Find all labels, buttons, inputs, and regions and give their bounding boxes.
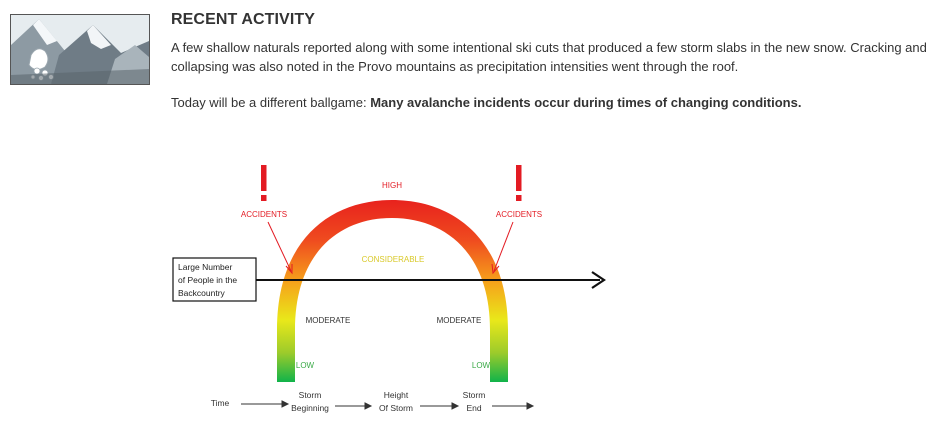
timeline-time-label: Time [211,398,230,408]
level-low-left-label: LOW [296,361,315,370]
accidents-right-label: ACCIDENTS [496,210,542,219]
level-moderate-left-label: MODERATE [306,316,351,325]
accident-pointer-left [267,221,293,275]
outlook-bold-text: Many avalanche incidents occur during ti… [370,95,802,110]
timeline-storm-end-line-2: End [466,403,481,413]
people-box-line-1: Large Number [178,262,233,272]
exclamation-right-icon [516,165,522,201]
activity-paragraph: A few shallow naturals reported along wi… [171,40,927,74]
accidents-left-label: ACCIDENTS [241,210,287,219]
people-arrow [256,271,606,289]
people-box-line-2: of People in the [178,275,237,285]
timeline-storm-beginning-line-2: Beginning [291,403,329,413]
timeline-height-of-storm-line-1: Height [384,390,409,400]
exclamation-left-icon [261,165,267,201]
outlook-lead-text: Today will be a different ballgame: [171,95,371,110]
accident-pointer-right [491,221,514,275]
people-box-line-3: Backcountry [178,288,226,298]
danger-arch [277,200,508,382]
avalanche-mountain-icon [10,14,150,85]
level-low-right-label: LOW [472,361,491,370]
timeline-storm-beginning-line-1: Storm [299,390,322,400]
timeline-storm-end-line-1: Storm [463,390,486,400]
timeline-height-of-storm-line-2: Of Storm [379,403,413,413]
outlook-paragraph: Today will be a different ballgame: Many… [171,93,941,112]
people-box: Large Number of People in the Backcountr… [172,257,257,302]
section-heading: RECENT ACTIVITY [171,11,316,28]
level-high-label: HIGH [382,181,402,190]
level-moderate-right-label: MODERATE [437,316,482,325]
timeline: Time Storm Beginning Height Of Storm Sto… [211,390,535,413]
level-considerable-label: CONSIDERABLE [362,255,425,264]
